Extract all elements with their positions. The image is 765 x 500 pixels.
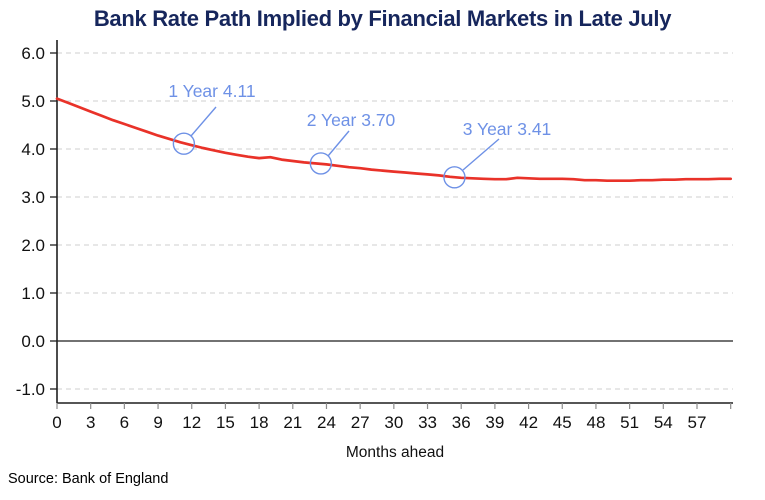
y-tick-label: 6.0 [21, 44, 45, 63]
x-tick-label: 33 [418, 413, 437, 432]
y-tick-label: 0.0 [21, 332, 45, 351]
rate-line [55, 97, 733, 183]
x-tick-label: 6 [120, 413, 129, 432]
y-tick-label: -1.0 [16, 380, 45, 399]
annotation-label: 1 Year 4.11 [168, 81, 255, 101]
x-tick-label: 39 [485, 413, 504, 432]
x-tick-label: 36 [452, 413, 471, 432]
annotation-circle [309, 152, 333, 175]
x-tick-label: 45 [553, 413, 572, 432]
y-tick-label: 4.0 [21, 140, 45, 159]
x-tick-label: 24 [317, 413, 336, 432]
x-tick-label: 3 [86, 413, 95, 432]
annotation-label: 2 Year 3.70 [307, 110, 396, 130]
annotation-circle [172, 132, 196, 155]
y-tick-label: 3.0 [21, 188, 45, 207]
chart-title: Bank Rate Path Implied by Financial Mark… [93, 6, 672, 31]
y-tick-label: 1.0 [21, 284, 45, 303]
annotation-leader-line [327, 130, 350, 157]
annotation-leader-line [190, 106, 217, 137]
x-tick-label: 27 [351, 413, 370, 432]
x-tick-label: 0 [52, 413, 61, 432]
x-tick-label: 21 [283, 413, 302, 432]
x-tick-label: 42 [519, 413, 538, 432]
source-note: Source: Bank of England [8, 471, 169, 487]
x-tick-label: 15 [216, 413, 235, 432]
x-axis-title: Months ahead [346, 444, 444, 461]
x-tick-label: 57 [688, 413, 707, 432]
y-tick-label: 5.0 [21, 92, 45, 111]
annotation-label: 3 Year 3.41 [463, 119, 552, 139]
x-tick-label: 12 [182, 413, 201, 432]
x-tick-label: 48 [586, 413, 605, 432]
x-tick-label: 51 [620, 413, 639, 432]
y-tick-label: 2.0 [21, 236, 45, 255]
x-tick-label: 30 [384, 413, 403, 432]
x-tick-label: 9 [153, 413, 162, 432]
x-tick-label: 18 [250, 413, 269, 432]
x-tick-label: 54 [654, 413, 673, 432]
bank-rate-line-chart: 6.05.04.03.02.01.00.0-1.00 3 6 9 12 15 18 21 24 2… [16, 40, 733, 461]
annotation-leader-line [462, 138, 500, 171]
annotation-circle [443, 166, 466, 189]
